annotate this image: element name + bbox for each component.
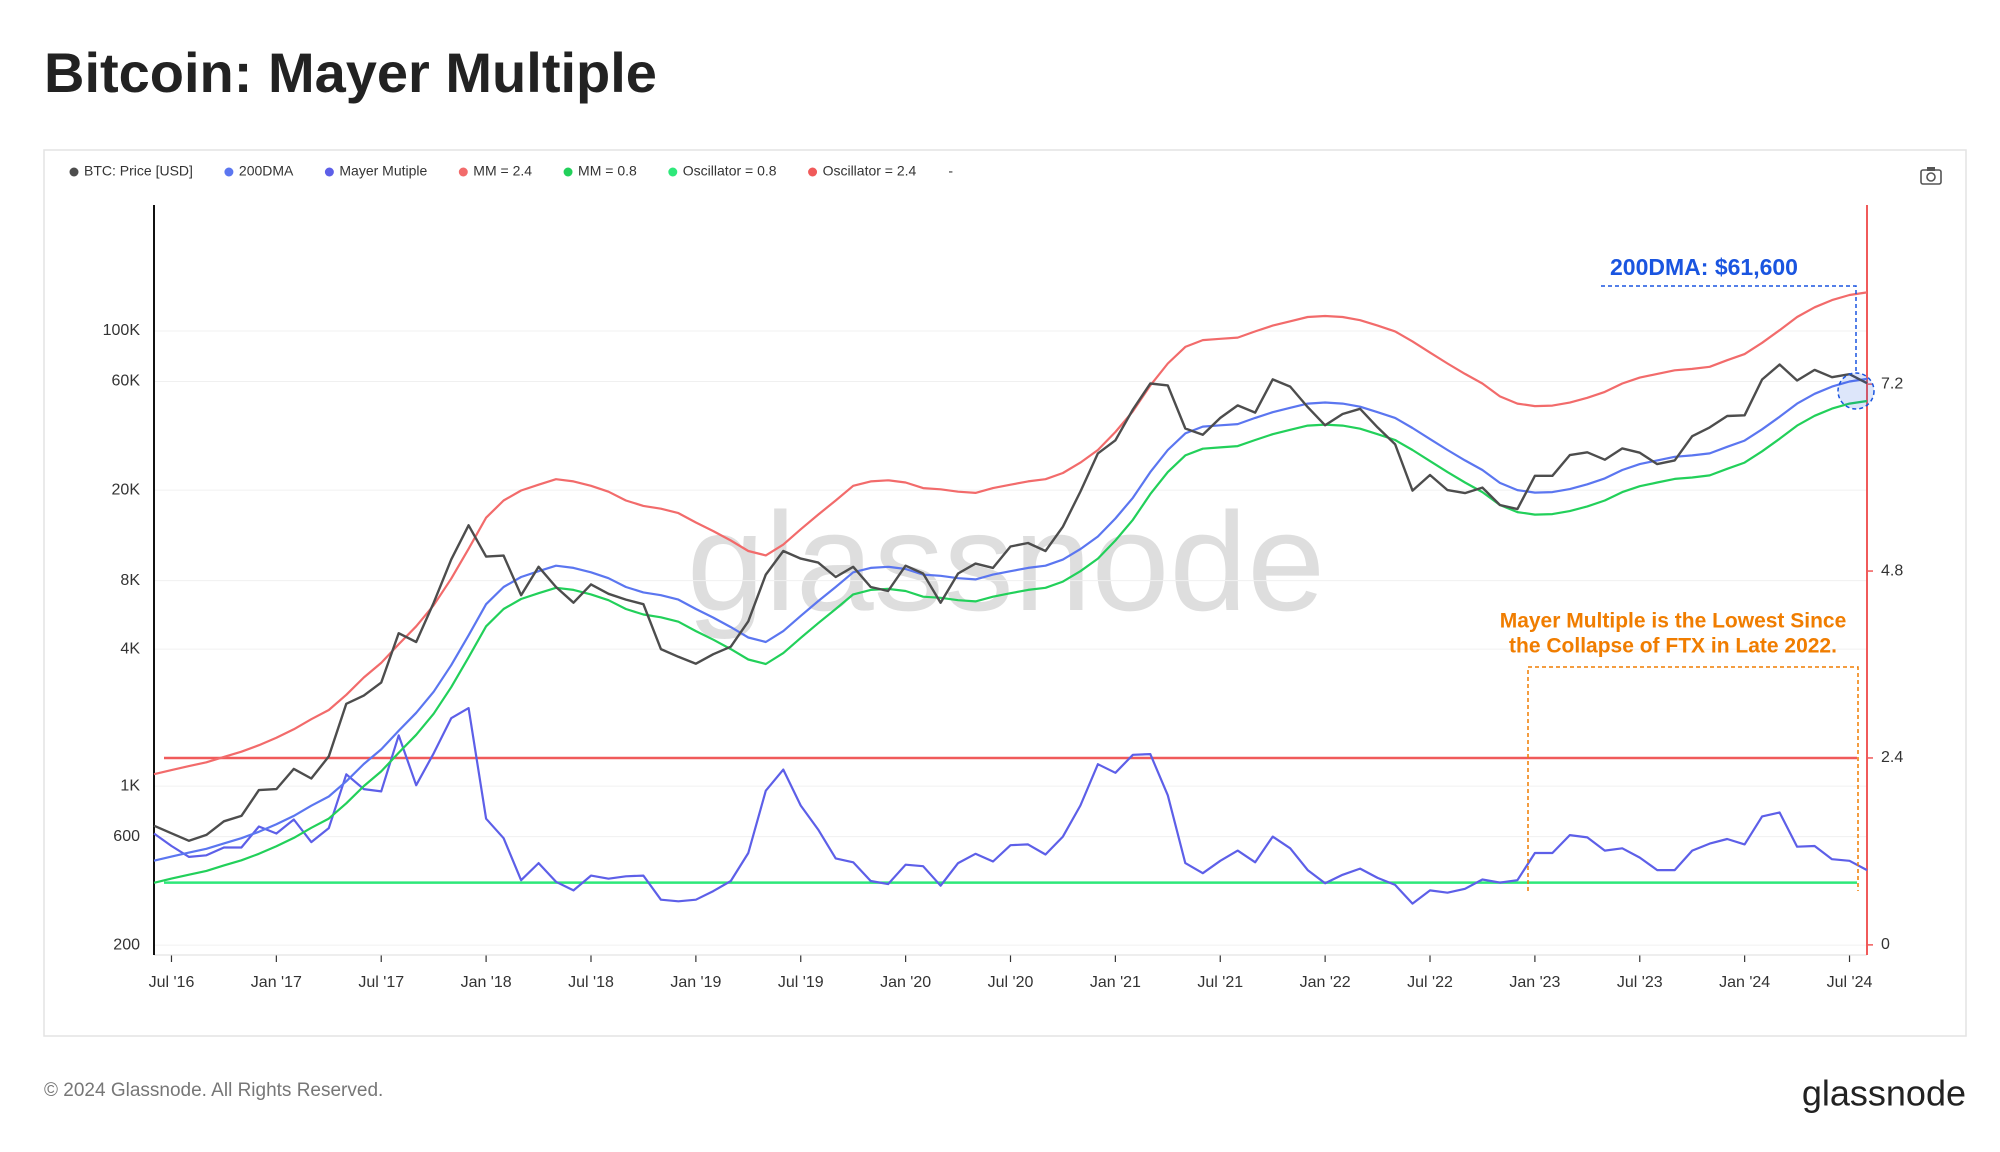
annotation-leader bbox=[1601, 285, 1857, 372]
annotation: 200DMA: $61,600 bbox=[1610, 254, 1798, 280]
legend-marker bbox=[324, 167, 334, 177]
y2-tick-label: 2.4 bbox=[1881, 749, 1903, 766]
legend-label: 200DMA bbox=[239, 163, 294, 179]
x-tick-label: Jan '24 bbox=[1719, 974, 1770, 991]
series-line bbox=[153, 399, 1868, 884]
legend-label: BTC: Price [USD] bbox=[84, 163, 193, 179]
y-tick-label: 4K bbox=[120, 640, 140, 657]
legend-marker bbox=[224, 167, 234, 177]
y-tick-label: 100K bbox=[103, 322, 141, 339]
chart-title: Bitcoin: Mayer Multiple bbox=[44, 41, 657, 104]
series-line bbox=[153, 377, 1868, 862]
legend-label: MM = 0.8 bbox=[578, 163, 637, 179]
annotation: the Collapse of FTX in Late 2022. bbox=[1509, 635, 1837, 658]
x-tick-label: Jan '22 bbox=[1300, 974, 1351, 991]
annotation: Mayer Multiple is the Lowest Since bbox=[1500, 610, 1847, 633]
y-tick-label: 60K bbox=[112, 373, 141, 390]
legend-marker bbox=[808, 167, 818, 177]
y-tick-label: 200 bbox=[113, 936, 140, 953]
x-tick-label: Jul '23 bbox=[1617, 974, 1663, 991]
x-tick-label: Jan '20 bbox=[880, 974, 931, 991]
x-tick-label: Jul '20 bbox=[988, 974, 1034, 991]
legend-label: Oscillator = 0.8 bbox=[683, 163, 777, 179]
y-tick-label: 8K bbox=[120, 572, 140, 589]
annotation-highlight bbox=[1837, 372, 1875, 410]
camera-top bbox=[1927, 167, 1935, 171]
x-tick-label: Jul '18 bbox=[568, 974, 614, 991]
x-tick-label: Jul '24 bbox=[1827, 974, 1873, 991]
x-tick-label: Jan '17 bbox=[251, 974, 302, 991]
legend-label: Mayer Mutiple bbox=[339, 163, 427, 179]
x-tick-label: Jan '23 bbox=[1509, 974, 1560, 991]
x-tick-label: Jul '17 bbox=[358, 974, 404, 991]
legend-marker bbox=[69, 167, 79, 177]
legend-label: Oscillator = 2.4 bbox=[823, 163, 917, 179]
legend-marker bbox=[563, 167, 573, 177]
legend-label: MM = 2.4 bbox=[473, 163, 532, 179]
legend-label: - bbox=[948, 163, 953, 179]
series-line bbox=[153, 363, 1868, 842]
camera-icon[interactable] bbox=[1920, 167, 1942, 185]
legend-marker bbox=[668, 167, 678, 177]
series-line bbox=[153, 707, 1868, 905]
x-tick-label: Jul '19 bbox=[778, 974, 824, 991]
camera-lens bbox=[1926, 172, 1936, 182]
watermark: glassnode bbox=[687, 483, 1325, 640]
y-tick-label: 1K bbox=[120, 777, 140, 794]
legend-marker bbox=[458, 167, 468, 177]
y2-tick-label: 0 bbox=[1881, 936, 1890, 953]
x-tick-label: Jul '22 bbox=[1407, 974, 1453, 991]
y2-tick-label: 4.8 bbox=[1881, 562, 1903, 579]
chart-frame bbox=[43, 149, 1967, 1037]
logo: glassnode bbox=[1802, 1073, 1966, 1114]
x-tick-label: Jul '21 bbox=[1197, 974, 1243, 991]
y-tick-label: 20K bbox=[112, 481, 141, 498]
annotation-box bbox=[1527, 666, 1859, 891]
y-tick-label: 600 bbox=[113, 828, 140, 845]
y2-tick-label: 7.2 bbox=[1881, 375, 1903, 392]
series-line bbox=[153, 291, 1868, 776]
x-tick-label: Jul '16 bbox=[149, 974, 195, 991]
footer: © 2024 Glassnode. All Rights Reserved. bbox=[44, 1080, 383, 1101]
x-tick-label: Jan '19 bbox=[670, 974, 721, 991]
x-tick-label: Jan '18 bbox=[461, 974, 512, 991]
x-tick-label: Jan '21 bbox=[1090, 974, 1141, 991]
